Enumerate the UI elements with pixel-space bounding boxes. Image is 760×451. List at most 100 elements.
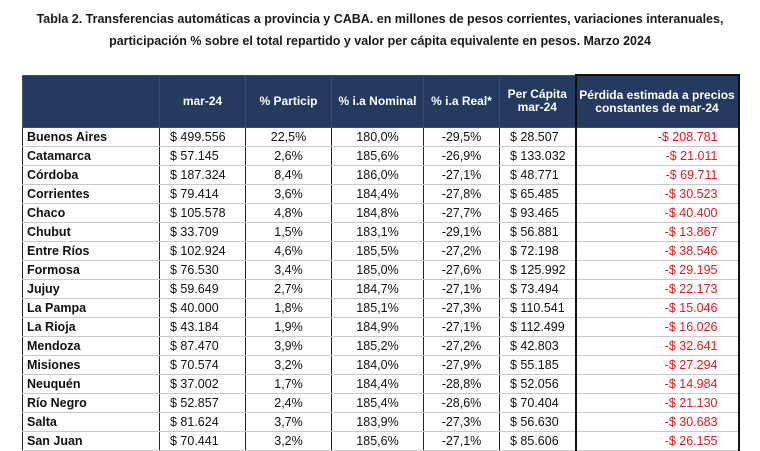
cell-mar24: $ 70.574 (159, 355, 246, 375)
cell-ia-real: -27,7% (423, 203, 500, 223)
cell-mar24: $ 52.857 (159, 393, 246, 413)
cell-perdida: -$ 16.026 (574, 317, 740, 337)
cell-particip: 3,6% (245, 184, 332, 204)
cell-provincia: Corrientes (22, 184, 160, 204)
cell-particip: 3,9% (245, 336, 332, 356)
cell-per-capita: $ 65.485 (499, 184, 576, 204)
table-row: Entre Ríos $ 102.924 4,6% 185,5% -27,2% $ 72.… (22, 241, 740, 261)
cell-per-capita: $ 73.494 (499, 279, 576, 299)
header-particip: % Particip (245, 74, 332, 128)
cell-perdida: -$ 30.523 (574, 184, 740, 204)
cell-per-capita: $ 52.056 (499, 374, 576, 394)
cell-ia-real: -27,3% (423, 412, 500, 432)
cell-ia-real: -27,8% (423, 184, 500, 204)
cell-ia-nominal: 185,1% (331, 298, 424, 318)
cell-particip: 4,8% (245, 203, 332, 223)
cell-perdida: -$ 32.641 (574, 336, 740, 356)
cell-particip: 1,7% (245, 374, 332, 394)
cell-ia-real: -27,1% (423, 317, 500, 337)
cell-provincia: Neuquén (22, 374, 160, 394)
cell-perdida: -$ 27.294 (574, 355, 740, 375)
cell-ia-nominal: 184,7% (331, 279, 424, 299)
cell-particip: 2,4% (245, 393, 332, 413)
table-title-line-1: Tabla 2. Transferencias automáticas a pr… (36, 12, 724, 26)
cell-provincia: San Juan (22, 431, 160, 451)
cell-ia-real: -27,1% (423, 431, 500, 451)
table-row: Corrientes $ 79.414 3,6% 184,4% -27,8% $ 65.4… (22, 184, 740, 204)
table-title: Tabla 2. Transferencias automáticas a pr… (0, 8, 760, 52)
cell-per-capita: $ 112.499 (499, 317, 576, 337)
header-per-capita: Per Cápita mar-24 (499, 74, 576, 128)
cell-particip: 2,7% (245, 279, 332, 299)
cell-ia-real: -27,3% (423, 298, 500, 318)
table-body: Buenos Aires $ 499.556 22,5% 180,0% -29,5% $ … (22, 127, 740, 451)
cell-particip: 4,6% (245, 241, 332, 261)
cell-provincia: Río Negro (22, 393, 160, 413)
cell-provincia: Chaco (22, 203, 160, 223)
cell-ia-real: -28,8% (423, 374, 500, 394)
cell-ia-nominal: 183,1% (331, 222, 424, 242)
cell-perdida: -$ 21.011 (574, 146, 740, 166)
cell-per-capita: $ 28.507 (499, 127, 576, 147)
cell-mar24: $ 187.324 (159, 165, 246, 185)
cell-ia-nominal: 184,0% (331, 355, 424, 375)
table-row: Chubut $ 33.709 1,5% 183,1% -29,1% $ 56.881 -$… (22, 222, 740, 242)
cell-ia-nominal: 185,6% (331, 431, 424, 451)
cell-particip: 8,4% (245, 165, 332, 185)
cell-particip: 3,2% (245, 355, 332, 375)
cell-per-capita: $ 70.404 (499, 393, 576, 413)
cell-provincia: Córdoba (22, 165, 160, 185)
cell-perdida: -$ 30.683 (574, 412, 740, 432)
cell-provincia: Misiones (22, 355, 160, 375)
header-mar24: mar-24 (159, 74, 246, 128)
cell-perdida: -$ 26.155 (574, 431, 740, 451)
cell-particip: 3,4% (245, 260, 332, 280)
cell-perdida: -$ 29.195 (574, 260, 740, 280)
cell-ia-nominal: 185,0% (331, 260, 424, 280)
table-title-line-2: participación % sobre el total repartido… (109, 34, 651, 48)
table-row: La Pampa $ 40.000 1,8% 185,1% -27,3% $ 110.54… (22, 298, 740, 318)
cell-provincia: Entre Ríos (22, 241, 160, 261)
cell-mar24: $ 81.624 (159, 412, 246, 432)
cell-ia-real: -28,6% (423, 393, 500, 413)
cell-particip: 1,5% (245, 222, 332, 242)
cell-ia-real: -29,1% (423, 222, 500, 242)
cell-mar24: $ 59.649 (159, 279, 246, 299)
cell-mar24: $ 102.924 (159, 241, 246, 261)
cell-mar24: $ 37.002 (159, 374, 246, 394)
cell-ia-real: -27,1% (423, 165, 500, 185)
cell-per-capita: $ 85.606 (499, 431, 576, 451)
cell-particip: 1,9% (245, 317, 332, 337)
table-row: Misiones $ 70.574 3,2% 184,0% -27,9% $ 55.185… (22, 355, 740, 375)
table-row: Buenos Aires $ 499.556 22,5% 180,0% -29,5% $ … (22, 127, 740, 147)
cell-ia-nominal: 184,4% (331, 184, 424, 204)
cell-provincia: Formosa (22, 260, 160, 280)
cell-ia-nominal: 185,6% (331, 146, 424, 166)
cell-perdida: -$ 69.711 (574, 165, 740, 185)
cell-ia-real: -27,6% (423, 260, 500, 280)
table-row: Salta $ 81.624 3,7% 183,9% -27,3% $ 56.630 -$ … (22, 412, 740, 432)
cell-perdida: -$ 15.046 (574, 298, 740, 318)
cell-provincia: Jujuy (22, 279, 160, 299)
cell-ia-nominal: 185,5% (331, 241, 424, 261)
cell-provincia: La Rioja (22, 317, 160, 337)
table-row: La Rioja $ 43.184 1,9% 184,9% -27,1% $ 112.49… (22, 317, 740, 337)
cell-perdida: -$ 40.400 (574, 203, 740, 223)
cell-per-capita: $ 56.630 (499, 412, 576, 432)
cell-mar24: $ 57.145 (159, 146, 246, 166)
cell-mar24: $ 40.000 (159, 298, 246, 318)
cell-per-capita: $ 42.803 (499, 336, 576, 356)
cell-perdida: -$ 14.984 (574, 374, 740, 394)
table-row: San Juan $ 70.441 3,2% 185,6% -27,1% $ 85.606… (22, 431, 740, 451)
cell-per-capita: $ 93.465 (499, 203, 576, 223)
table-header-row: mar-24 % Particip % i.a Nominal % i.a Re… (22, 74, 740, 128)
cell-per-capita: $ 55.185 (499, 355, 576, 375)
header-perdida: Pérdida estimada a precios constantes de… (574, 74, 740, 128)
transfers-table: mar-24 % Particip % i.a Nominal % i.a Re… (22, 74, 740, 451)
cell-ia-nominal: 184,9% (331, 317, 424, 337)
cell-per-capita: $ 110.541 (499, 298, 576, 318)
cell-ia-real: -27,2% (423, 241, 500, 261)
cell-particip: 2,6% (245, 146, 332, 166)
cell-mar24: $ 87.470 (159, 336, 246, 356)
cell-per-capita: $ 133.032 (499, 146, 576, 166)
